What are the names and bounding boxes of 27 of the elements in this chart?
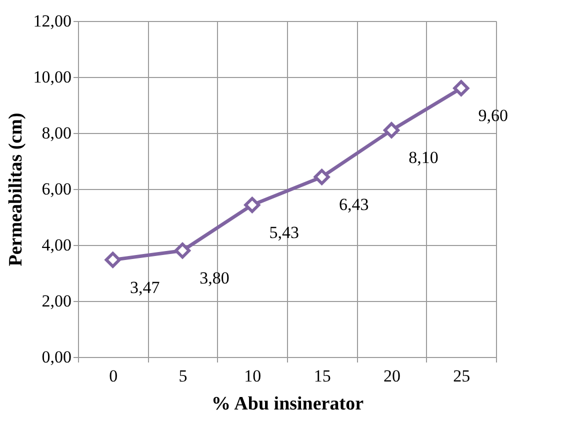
point	[104, 252, 121, 268]
y-tick-label: 10,00	[33, 68, 72, 86]
point	[453, 80, 470, 96]
y-tick-label: 12,00	[33, 12, 72, 30]
text: 3,47	[130, 278, 160, 297]
x-axis-title: % Abu insinerator	[211, 394, 364, 414]
text: 3,80	[200, 268, 230, 288]
y-axis-title: Permeabilitas (cm)	[5, 112, 26, 266]
text: 6,43	[338, 194, 369, 214]
x-tick-label: 0	[109, 366, 118, 386]
text: 9,60	[478, 106, 508, 126]
point	[314, 168, 330, 185]
point	[244, 196, 260, 213]
text: 5,43	[269, 222, 300, 242]
x-tick-label: 20	[384, 366, 400, 386]
y-tick-label: 2,00	[42, 292, 72, 310]
x-tick-label: 15	[314, 366, 331, 386]
x-tick-label: 10	[244, 366, 262, 386]
text: 8,10	[408, 148, 438, 168]
y-tick-label: 8,00	[42, 124, 72, 142]
y-tick-label: 6,00	[42, 180, 72, 198]
x-tick-label: 25	[453, 366, 470, 386]
point	[174, 242, 191, 259]
x-tick-label: 5	[178, 366, 188, 386]
y-tick-label: 4,00	[42, 236, 72, 254]
point	[383, 122, 400, 138]
y-tick-label: 0,00	[42, 348, 72, 366]
